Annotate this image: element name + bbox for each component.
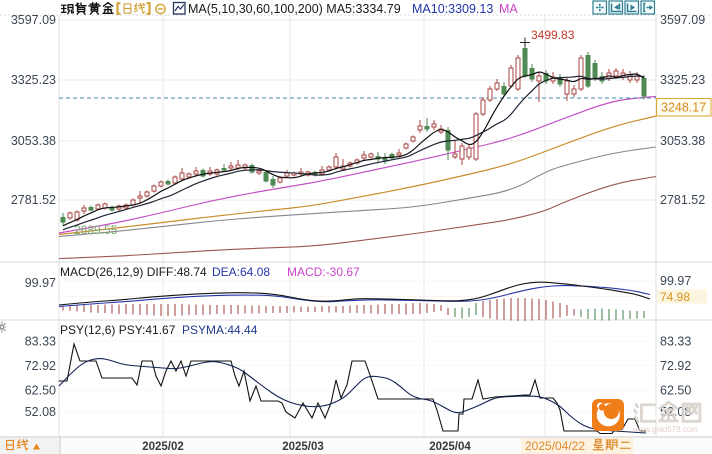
- svg-text:DEA:64.08: DEA:64.08: [212, 265, 270, 279]
- svg-text:PSYMA:44.44: PSYMA:44.44: [182, 323, 258, 337]
- svg-text:3597.09: 3597.09: [660, 13, 705, 27]
- svg-text:99.97: 99.97: [25, 276, 56, 290]
- svg-text:3597.09: 3597.09: [11, 13, 56, 27]
- svg-text:www.gold678.com: www.gold678.com: [632, 425, 698, 434]
- svg-text:83.33: 83.33: [660, 335, 691, 349]
- svg-text:MA(5,10,30,60,100,200) MA5:33: MA(5,10,30,60,100,200) MA5:3334.79: [188, 2, 401, 16]
- svg-text:2781.52: 2781.52: [660, 193, 705, 207]
- svg-text:62.50: 62.50: [660, 384, 691, 398]
- svg-text:72.92: 72.92: [25, 359, 56, 373]
- svg-text:MACD:-30.67: MACD:-30.67: [287, 265, 360, 279]
- svg-text:PSY(12,6) PSY:41.67: PSY(12,6) PSY:41.67: [60, 323, 176, 337]
- svg-text:3325.23: 3325.23: [660, 73, 705, 87]
- svg-text:3499.83: 3499.83: [531, 28, 575, 42]
- svg-text:2025/03: 2025/03: [282, 441, 324, 453]
- svg-text:3053.38: 3053.38: [660, 134, 705, 148]
- svg-text:2689.55: 2689.55: [74, 223, 118, 237]
- svg-text:52.08: 52.08: [25, 405, 56, 419]
- svg-text:2025/04/22: 2025/04/22: [525, 439, 585, 453]
- svg-text:MA10:3309.13: MA10:3309.13: [412, 2, 493, 16]
- svg-text:3053.38: 3053.38: [11, 134, 56, 148]
- svg-text:2781.52: 2781.52: [11, 193, 56, 207]
- svg-text:72.92: 72.92: [660, 359, 691, 373]
- svg-text:62.50: 62.50: [25, 384, 56, 398]
- svg-text:3325.23: 3325.23: [11, 73, 56, 87]
- svg-text:3248.17: 3248.17: [661, 101, 706, 115]
- svg-text:MACD(26,12,9) DIFF:48.74: MACD(26,12,9) DIFF:48.74: [60, 265, 207, 279]
- svg-text:2025/02: 2025/02: [142, 441, 184, 453]
- svg-text:MA: MA: [499, 2, 518, 16]
- svg-text:2025/04: 2025/04: [429, 441, 471, 453]
- svg-text:83.33: 83.33: [25, 335, 56, 349]
- svg-text:99.97: 99.97: [660, 274, 691, 288]
- svg-text:74.98: 74.98: [660, 290, 690, 304]
